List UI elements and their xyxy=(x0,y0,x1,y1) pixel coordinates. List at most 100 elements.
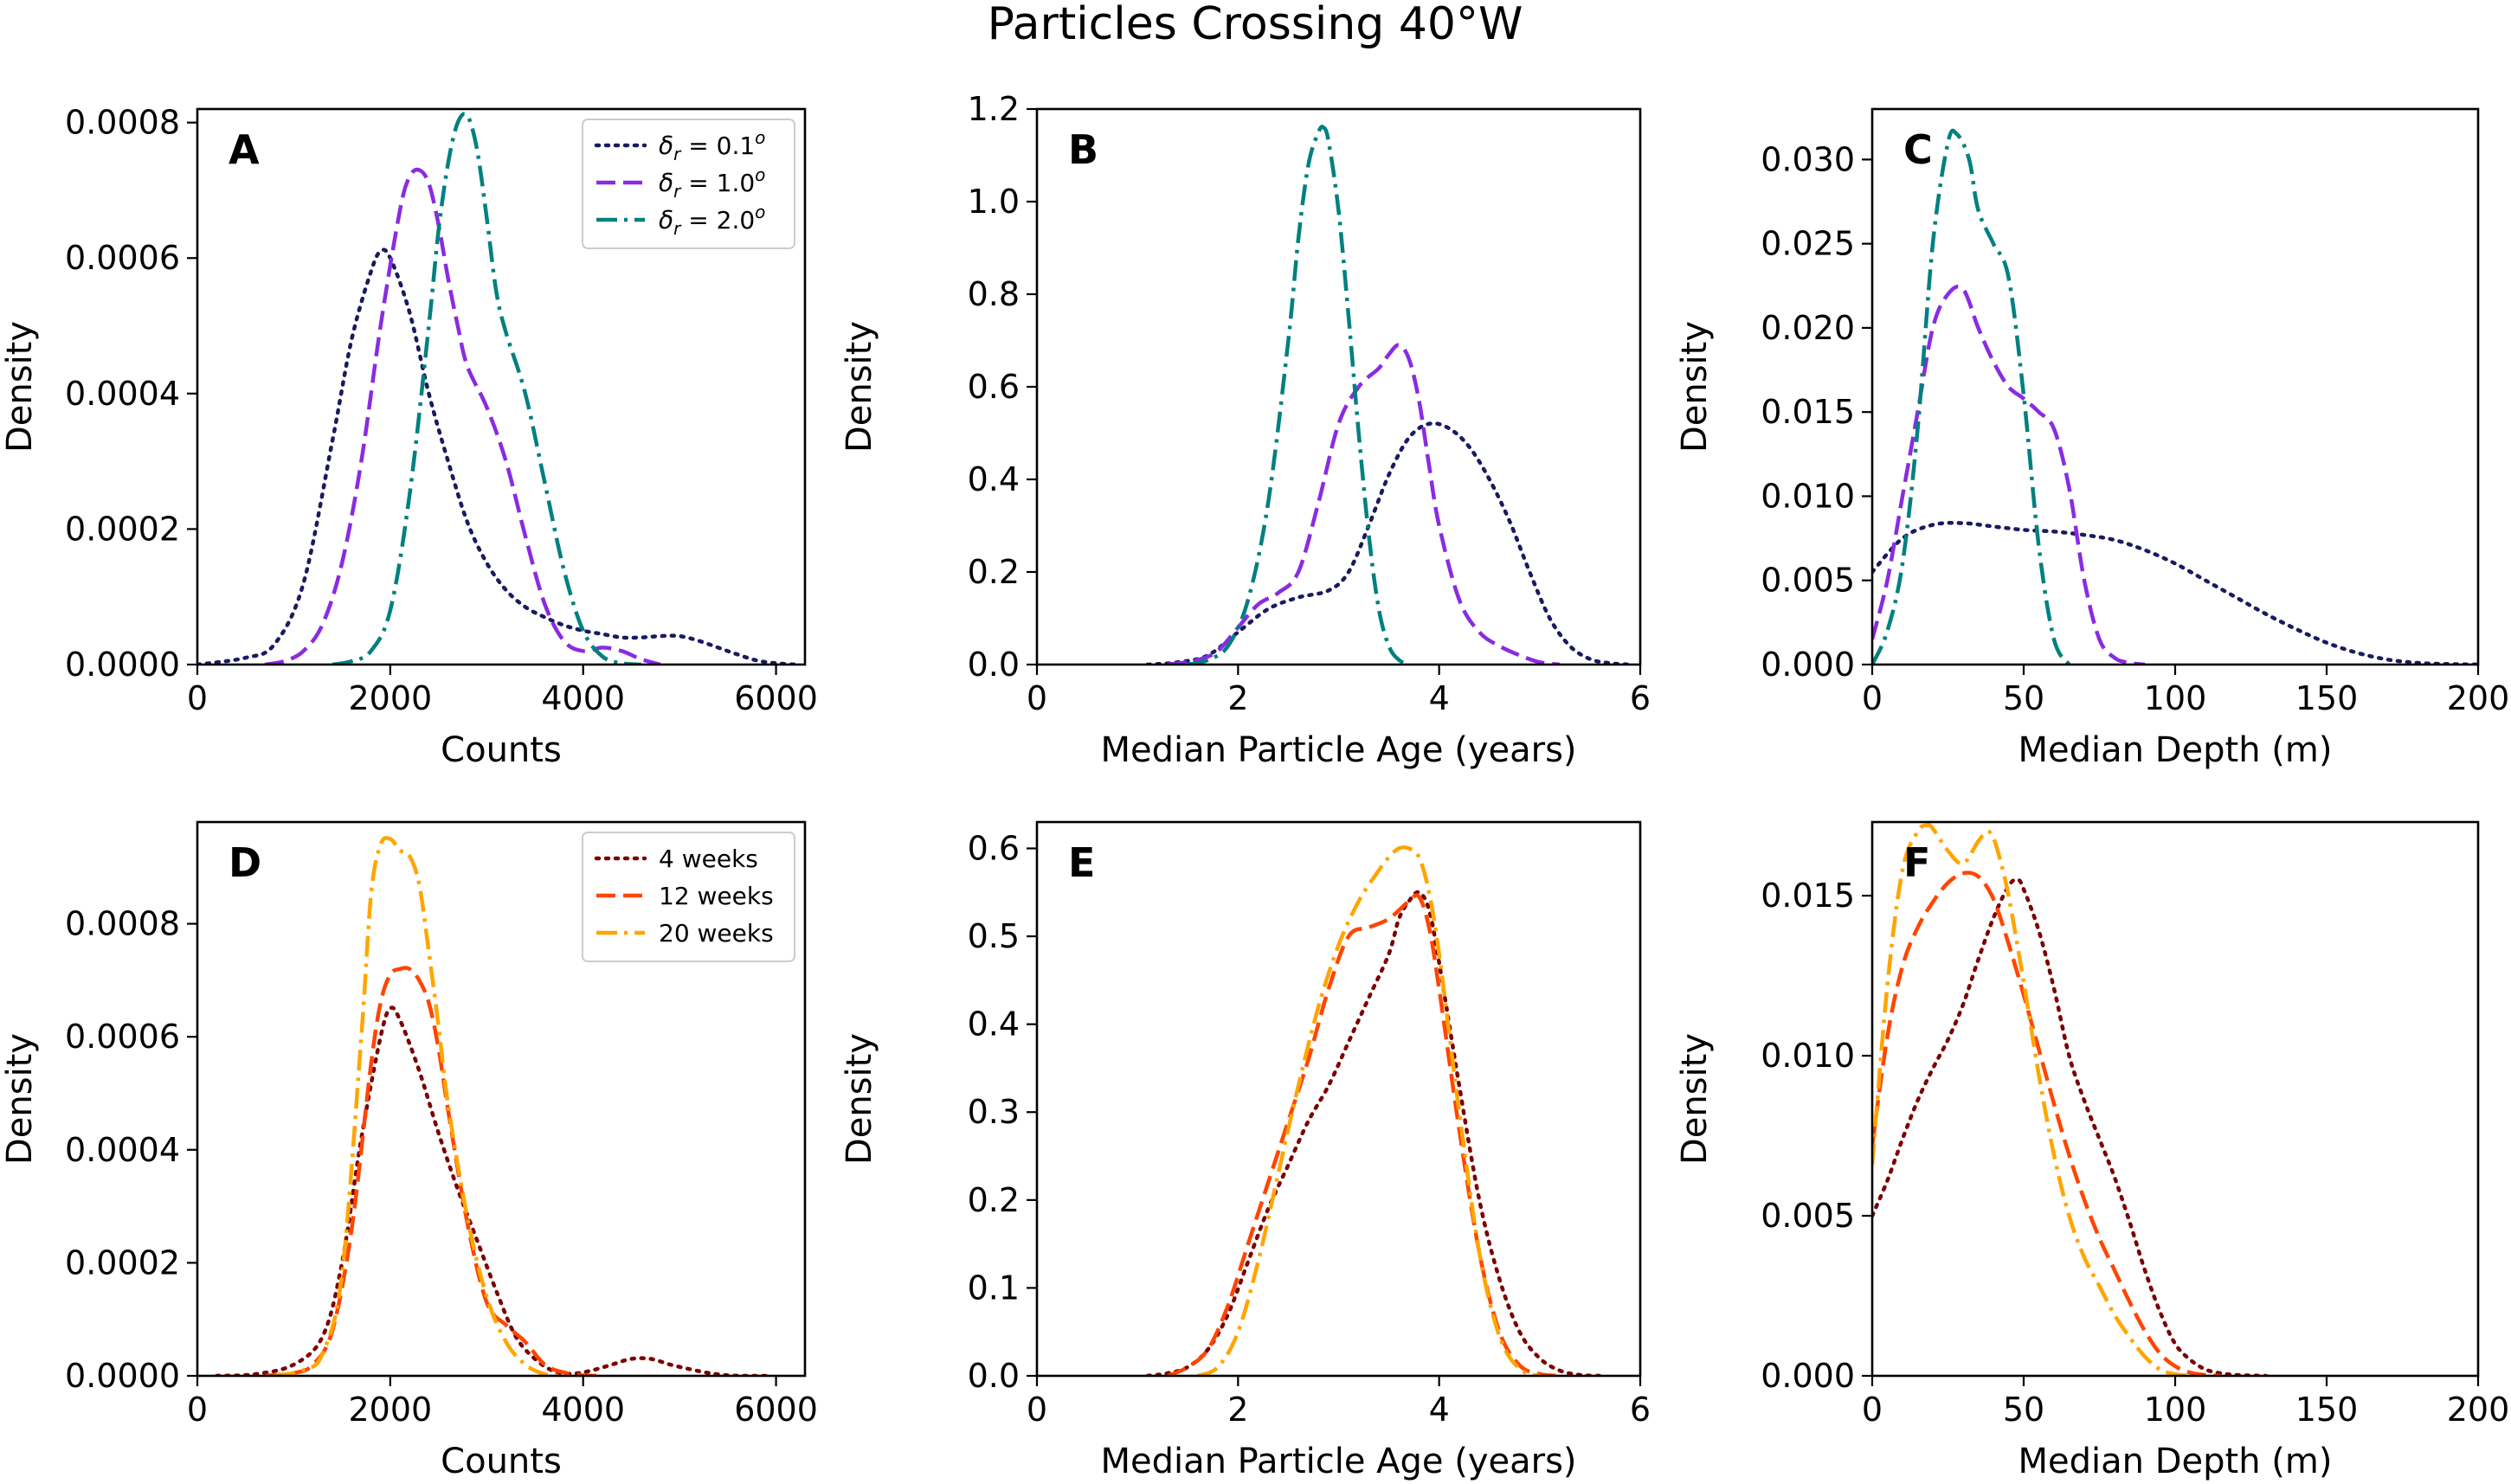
legend-label: δr = 2.0o xyxy=(659,202,765,239)
axes-frame xyxy=(1035,107,1642,666)
y-tick-label: 0.015 xyxy=(1761,877,1855,915)
series-line-1 xyxy=(1872,521,2478,665)
series-line-1 xyxy=(1872,877,2269,1376)
y-tick-label: 0.005 xyxy=(1761,562,1855,600)
figure-title: Particles Crossing 40°W xyxy=(988,0,1523,50)
y-tick-label: 0.0006 xyxy=(65,239,180,277)
x-tick-label: 6000 xyxy=(734,1391,818,1429)
x-axis-label: Counts xyxy=(441,730,562,770)
y-axis-label: Density xyxy=(1675,1033,1715,1165)
x-tick-label: 0 xyxy=(187,1391,208,1429)
series-group xyxy=(1145,845,1602,1376)
x-tick-label: 2000 xyxy=(348,1391,432,1429)
series-line-2 xyxy=(264,966,603,1376)
y-axis-label: Density xyxy=(0,321,40,453)
y-tick-label: 0.8 xyxy=(968,275,1020,313)
axes-frame xyxy=(196,820,807,1378)
axes-frame xyxy=(196,107,807,666)
y-tick-label: 0.0000 xyxy=(65,1357,180,1395)
y-tick-label: 0.020 xyxy=(1761,309,1855,347)
y-axis-label: Density xyxy=(0,1033,40,1165)
y-tick-label: 0.1 xyxy=(968,1269,1020,1307)
panels: 0 2000 4000 60000.00000.00020.00040.00060.0… xyxy=(0,90,2509,1481)
series-line-1 xyxy=(197,247,798,665)
x-tick-label: 150 xyxy=(2295,679,2359,717)
y-tick-label: 0.030 xyxy=(1761,140,1855,178)
x-tick-label: 4000 xyxy=(541,679,625,717)
series-line-1 xyxy=(215,1005,769,1376)
x-tick-label: 0 xyxy=(1027,679,1047,717)
x-tick-label: 2000 xyxy=(348,679,432,717)
series-line-2 xyxy=(1872,870,2221,1376)
series-group xyxy=(197,112,798,665)
x-tick-label: 6 xyxy=(1630,1391,1651,1429)
x-tick-label: 6000 xyxy=(734,679,818,717)
series-group xyxy=(1145,125,1632,665)
x-tick-label: 150 xyxy=(2295,1391,2359,1429)
y-tick-label: 0.6 xyxy=(968,829,1020,867)
y-tick-label: 0.0002 xyxy=(65,510,180,548)
y-axis-label: Density xyxy=(840,1033,879,1165)
series-line-1 xyxy=(1145,421,1632,665)
panel-d: 0 2000 4000 6000 0.0000 0.0002 0.0004 0.0006 0.0… xyxy=(0,820,818,1481)
x-tick-label: 50 xyxy=(2003,679,2044,717)
panel-b: 0 2 4 6 0.0 0.2 0.4 0.6 0.8 1.0 1.2 Median Particle… xyxy=(840,90,1651,770)
series-line-2 xyxy=(264,167,661,665)
x-tick-label: 200 xyxy=(2447,1391,2510,1429)
series-line-3 xyxy=(332,112,641,665)
legend-label: 4 weeks xyxy=(659,845,758,873)
series-line-2 xyxy=(1167,343,1561,665)
y-tick-label: 0.0008 xyxy=(65,104,180,142)
x-axis-label: Counts xyxy=(441,1442,562,1481)
y-tick-label: 0.2 xyxy=(968,553,1020,591)
panel-c: 0 50 100 150 200 0.000 0.005 0.010 0.015 0.020 0.0… xyxy=(1675,107,2510,770)
legend-label: δr = 0.1o xyxy=(659,127,765,164)
panel-letter: A xyxy=(229,126,260,173)
y-axis-label: Density xyxy=(840,321,879,453)
series-line-3 xyxy=(1187,125,1410,665)
legend: 4 weeks 12 weeks 20 weeks xyxy=(582,832,795,962)
panel-f: 0 50 100 150 200 0.000 0.005 0.010 0.015 Median D… xyxy=(1675,820,2510,1481)
y-tick-label: 0.015 xyxy=(1761,393,1855,431)
panel-letter: D xyxy=(229,839,261,886)
x-tick-label: 200 xyxy=(2447,679,2510,717)
series-line-2 xyxy=(1167,893,1561,1376)
y-tick-label: 1.2 xyxy=(968,90,1020,128)
x-axis-label: Median Particle Age (years) xyxy=(1100,1442,1576,1481)
series-group xyxy=(1872,128,2478,665)
x-tick-label: 6 xyxy=(1630,679,1651,717)
y-axis-label: Density xyxy=(1675,321,1715,453)
x-tick-label: 100 xyxy=(2144,1391,2207,1429)
y-tick-label: 0.0004 xyxy=(65,375,180,413)
axes-frame xyxy=(1870,820,2480,1378)
legend-label: 20 weeks xyxy=(659,919,774,948)
x-tick-label: 0 xyxy=(1862,1391,1883,1429)
y-tick-label: 0.010 xyxy=(1761,1037,1855,1075)
y-tick-label: 0.025 xyxy=(1761,225,1855,263)
y-tick-label: 0.4 xyxy=(968,460,1020,498)
series-line-2 xyxy=(1872,284,2146,665)
legend-label: 12 weeks xyxy=(659,882,774,910)
y-tick-label: 0.4 xyxy=(968,1005,1020,1044)
y-tick-label: 0.3 xyxy=(968,1093,1020,1131)
panel-e: 0 2 4 6 0.0 0.1 0.2 0.3 0.4 0.5 0.6 Median Particle… xyxy=(840,820,1651,1481)
panel-letter: C xyxy=(1903,126,1933,173)
y-tick-label: 0.0000 xyxy=(65,646,180,684)
y-tick-label: 0.000 xyxy=(1761,1357,1855,1395)
x-tick-label: 0 xyxy=(1862,679,1883,717)
y-tick-label: 0.0002 xyxy=(65,1243,180,1282)
x-tick-label: 0 xyxy=(1027,1391,1047,1429)
x-axis-label: Median Depth (m) xyxy=(2018,730,2333,770)
x-tick-label: 4000 xyxy=(541,1391,625,1429)
panel-a: 0 2000 4000 6000 0.0000 0.0002 0.0004 0.0006 0.0… xyxy=(0,104,818,770)
legend-label: δr = 1.0o xyxy=(659,164,765,202)
series-line-3 xyxy=(1872,823,2191,1376)
legend-box xyxy=(582,119,795,249)
panel-letter: E xyxy=(1068,839,1095,886)
series-group xyxy=(1872,823,2269,1376)
y-tick-label: 1.0 xyxy=(968,183,1020,221)
series-line-3 xyxy=(274,836,564,1376)
x-tick-label: 2 xyxy=(1227,679,1248,717)
y-tick-label: 0.010 xyxy=(1761,477,1855,515)
